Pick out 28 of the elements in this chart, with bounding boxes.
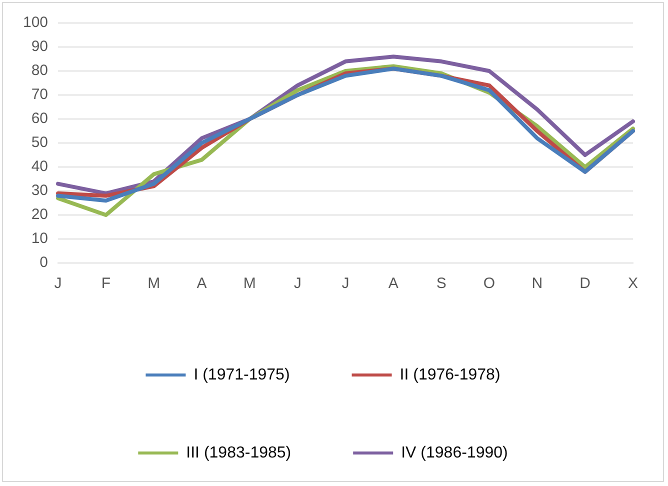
x-tick-label: F xyxy=(101,275,111,292)
x-tick-label: J xyxy=(294,275,302,292)
x-tick-label: N xyxy=(532,275,543,292)
x-tick-label: D xyxy=(580,275,591,292)
x-tick-label: A xyxy=(196,275,207,292)
x-tick-label: M xyxy=(243,275,256,292)
y-tick-label: 10 xyxy=(31,230,48,248)
x-tick-label: J xyxy=(342,275,350,292)
x-tick-label: X xyxy=(628,275,638,292)
y-tick-label: 50 xyxy=(31,134,48,152)
y-tick-label: 100 xyxy=(22,14,48,32)
y-tick-label: 70 xyxy=(31,86,48,104)
y-tick-label: 60 xyxy=(31,110,48,128)
y-tick-label: 80 xyxy=(31,62,48,80)
legend-label: I (1971-1975) xyxy=(194,366,290,384)
x-tick-label: O xyxy=(483,275,496,292)
y-tick-label: 90 xyxy=(31,38,48,56)
y-tick-label: 30 xyxy=(31,182,48,200)
x-tick-label: S xyxy=(436,275,446,292)
x-tick-label: A xyxy=(388,275,398,292)
x-tick-label: M xyxy=(148,275,160,292)
y-tick-label: 40 xyxy=(31,158,48,176)
legend-label: III (1983-1985) xyxy=(186,444,292,462)
y-tick-label: 0 xyxy=(40,254,48,272)
y-tick-label: 20 xyxy=(31,206,48,224)
legend-label: IV (1986-1990) xyxy=(401,444,508,462)
x-tick-label: J xyxy=(54,275,62,292)
legend-label: II (1976-1978) xyxy=(400,366,500,384)
